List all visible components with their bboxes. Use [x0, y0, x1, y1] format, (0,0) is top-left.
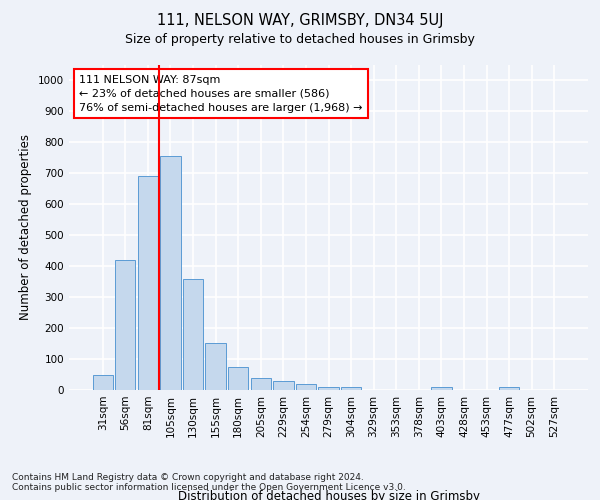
Bar [138, 176, 158, 390]
Bar [251, 378, 271, 390]
Bar [296, 384, 316, 390]
Bar [183, 278, 203, 390]
Text: Size of property relative to detached houses in Grimsby: Size of property relative to detached ho… [125, 32, 475, 46]
Text: 111, NELSON WAY, GRIMSBY, DN34 5UJ: 111, NELSON WAY, GRIMSBY, DN34 5UJ [157, 12, 443, 28]
Bar [431, 387, 452, 390]
Bar [160, 156, 181, 390]
Bar [341, 387, 361, 390]
Bar [273, 382, 293, 390]
X-axis label: Distribution of detached houses by size in Grimsby: Distribution of detached houses by size … [178, 490, 479, 500]
Bar [319, 387, 338, 390]
Bar [499, 387, 519, 390]
Text: 111 NELSON WAY: 87sqm
← 23% of detached houses are smaller (586)
76% of semi-det: 111 NELSON WAY: 87sqm ← 23% of detached … [79, 74, 363, 113]
Bar [92, 376, 113, 390]
Text: Contains HM Land Registry data © Crown copyright and database right 2024.
Contai: Contains HM Land Registry data © Crown c… [12, 472, 406, 492]
Bar [115, 260, 136, 390]
Bar [228, 368, 248, 390]
Bar [205, 342, 226, 390]
Y-axis label: Number of detached properties: Number of detached properties [19, 134, 32, 320]
